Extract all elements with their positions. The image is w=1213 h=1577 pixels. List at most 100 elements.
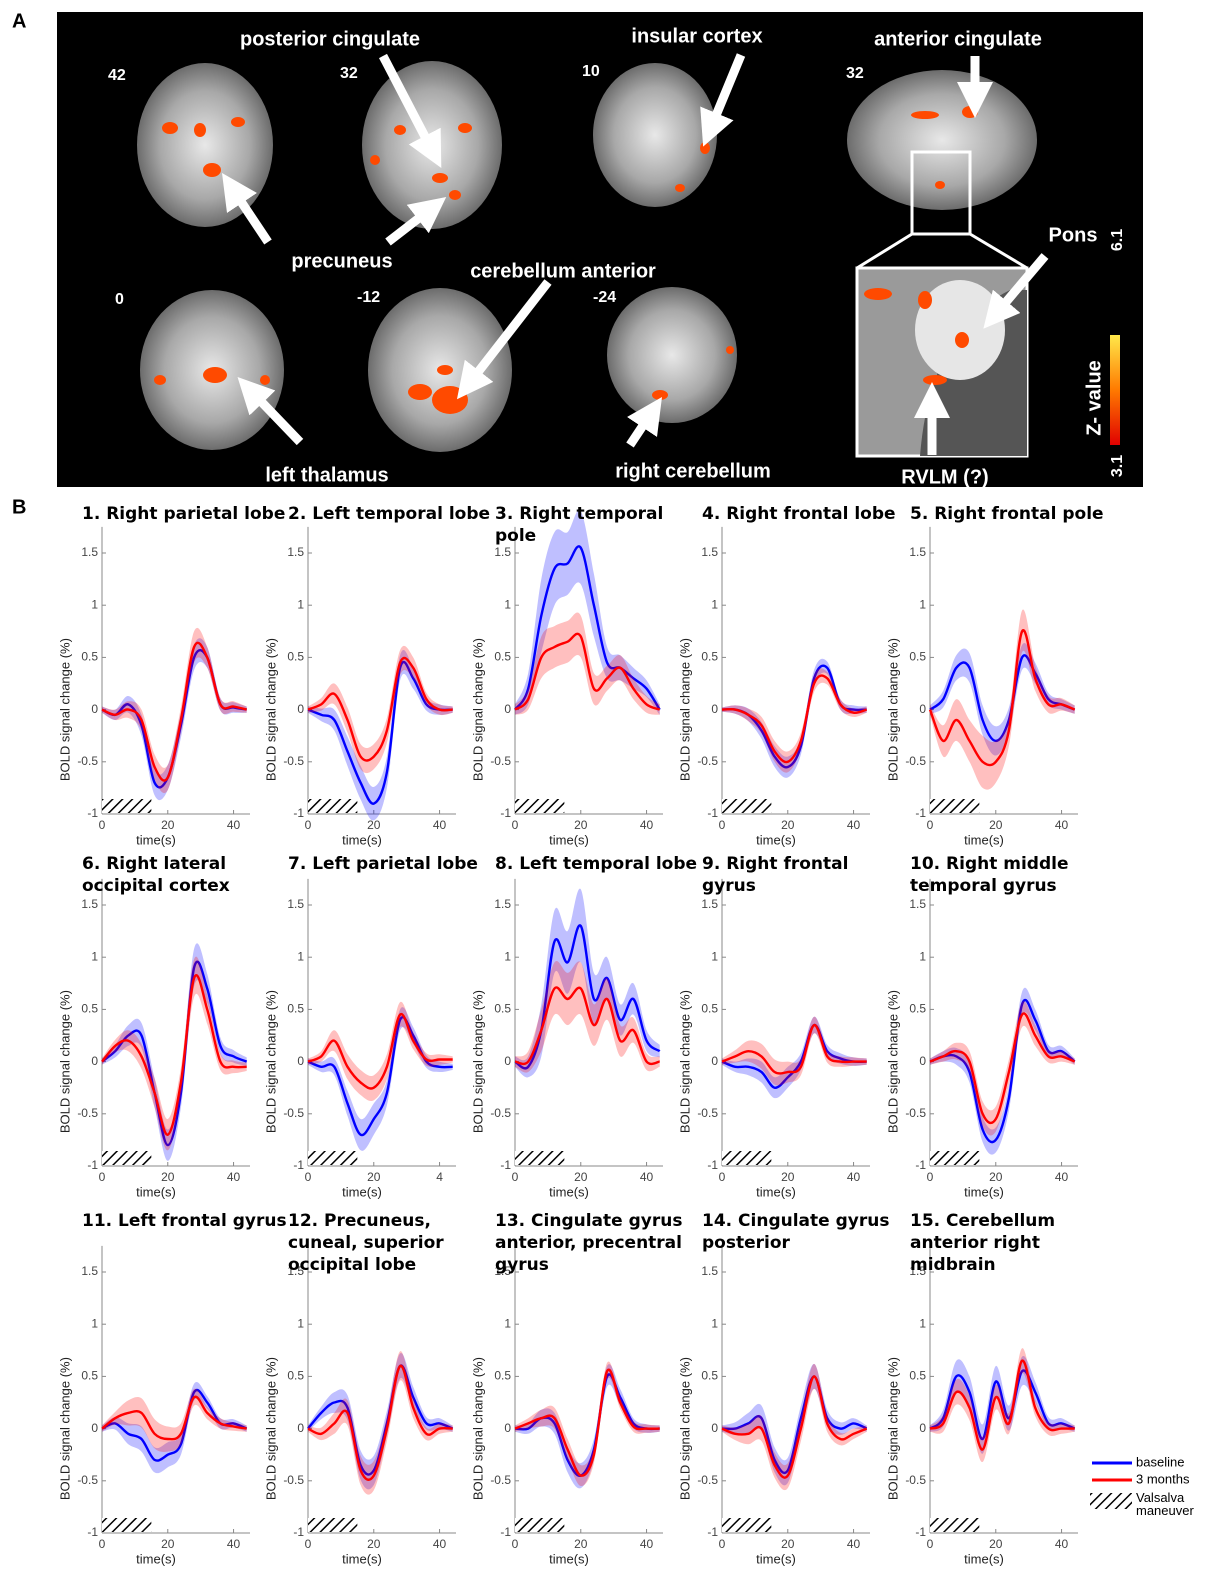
y-tick-label: 0 bbox=[504, 1421, 511, 1435]
y-axis-label: BOLD signal change (%) bbox=[470, 1357, 485, 1500]
x-tick-label: 4 bbox=[436, 1170, 443, 1184]
chart: -1-0.500.511.502040time(s)BOLD signal ch… bbox=[885, 879, 1078, 1200]
slice-number: 32 bbox=[846, 65, 864, 82]
x-axis-label: time(s) bbox=[136, 1184, 176, 1199]
x-tick-label: 20 bbox=[161, 1537, 175, 1551]
region-label: insular cortex bbox=[631, 25, 762, 47]
y-tick-label: 0.5 bbox=[81, 1002, 98, 1016]
y-tick-label: -0.5 bbox=[490, 1106, 511, 1120]
x-tick-label: 40 bbox=[227, 1537, 241, 1551]
x-axis-label: time(s) bbox=[756, 1184, 796, 1199]
y-tick-label: -0.5 bbox=[697, 1106, 718, 1120]
valsalva-period bbox=[515, 799, 564, 813]
legend-swatch bbox=[1090, 1493, 1132, 1509]
legend-label: Valsalva maneuver bbox=[1136, 1491, 1206, 1517]
chart: -1-0.500.511.502040time(s)BOLD signal ch… bbox=[470, 1246, 663, 1567]
x-axis-label: time(s) bbox=[342, 832, 382, 847]
y-axis-label: BOLD signal change (%) bbox=[677, 638, 692, 781]
chart: -1-0.500.511.502040time(s)BOLD signal ch… bbox=[885, 1246, 1078, 1567]
valsalva-period bbox=[930, 799, 979, 813]
slice-number: -12 bbox=[357, 289, 380, 306]
y-tick-label: 0 bbox=[91, 1421, 98, 1435]
x-tick-label: 20 bbox=[781, 818, 795, 832]
y-tick-label: -1 bbox=[707, 1158, 718, 1172]
y-tick-label: 0.5 bbox=[909, 1369, 926, 1383]
valsalva-period bbox=[722, 1518, 771, 1532]
y-tick-label: -0.5 bbox=[490, 1473, 511, 1487]
x-axis-label: time(s) bbox=[964, 1551, 1004, 1566]
y-tick-label: -1 bbox=[293, 1158, 304, 1172]
colorbar-label: Z- value bbox=[1083, 360, 1105, 436]
x-tick-label: 20 bbox=[574, 1170, 588, 1184]
y-tick-label: -1 bbox=[500, 1158, 511, 1172]
y-tick-label: 1 bbox=[711, 949, 718, 963]
x-axis-label: time(s) bbox=[549, 1551, 589, 1566]
y-axis-label: BOLD signal change (%) bbox=[263, 990, 278, 1133]
y-tick-label: 0.5 bbox=[287, 1002, 304, 1016]
chart-title: 14. Cingulate gyrus posterior bbox=[702, 1210, 907, 1254]
x-axis-label: time(s) bbox=[756, 1551, 796, 1566]
y-tick-label: -1 bbox=[87, 1158, 98, 1172]
x-tick-label: 40 bbox=[640, 1537, 654, 1551]
y-tick-label: 0.5 bbox=[909, 1002, 926, 1016]
chart-title: 5. Right frontal pole bbox=[910, 503, 1115, 525]
x-tick-label: 0 bbox=[305, 1170, 312, 1184]
panel-label: B bbox=[12, 496, 26, 518]
valsalva-period bbox=[722, 799, 771, 813]
x-tick-label: 20 bbox=[574, 818, 588, 832]
region-label: RVLM (?) bbox=[901, 466, 988, 488]
y-tick-label: 0.5 bbox=[287, 1369, 304, 1383]
y-tick-label: -0.5 bbox=[77, 1106, 98, 1120]
y-tick-label: 0 bbox=[919, 702, 926, 716]
y-axis-label: BOLD signal change (%) bbox=[263, 638, 278, 781]
y-tick-label: -0.5 bbox=[77, 1473, 98, 1487]
y-tick-label: 0 bbox=[919, 1054, 926, 1068]
x-tick-label: 40 bbox=[1055, 1537, 1069, 1551]
y-tick-label: 0 bbox=[297, 1421, 304, 1435]
y-tick-label: 1 bbox=[504, 597, 511, 611]
y-tick-label: -0.5 bbox=[283, 754, 304, 768]
figure: A 42 32 10 32 0 -12 -24 posterior cing bbox=[0, 0, 1213, 1577]
x-tick-label: 0 bbox=[719, 1537, 726, 1551]
y-tick-label: 1 bbox=[504, 1316, 511, 1330]
y-tick-label: 1.5 bbox=[81, 897, 98, 911]
y-tick-label: 1 bbox=[504, 949, 511, 963]
chart-title: 10. Right middle temporal gyrus bbox=[910, 853, 1115, 897]
colorbar bbox=[1110, 335, 1120, 445]
y-axis-label: BOLD signal change (%) bbox=[677, 990, 692, 1133]
x-tick-label: 20 bbox=[989, 1170, 1003, 1184]
x-tick-label: 20 bbox=[367, 818, 381, 832]
chart: -1-0.500.511.502040time(s)BOLD signal ch… bbox=[57, 879, 250, 1200]
chart-title: 4. Right frontal lobe bbox=[702, 503, 907, 525]
y-tick-label: 1.5 bbox=[494, 897, 511, 911]
y-tick-label: 0.5 bbox=[701, 1002, 718, 1016]
brain-slice bbox=[847, 70, 1037, 210]
x-tick-label: 0 bbox=[512, 818, 519, 832]
chart: -1-0.500.511.502040time(s)BOLD signal ch… bbox=[885, 527, 1078, 848]
x-tick-label: 40 bbox=[1055, 818, 1069, 832]
y-axis-label: BOLD signal change (%) bbox=[57, 638, 72, 781]
y-tick-label: 1.5 bbox=[287, 897, 304, 911]
chart-title: 3. Right temporal pole bbox=[495, 503, 700, 547]
y-tick-label: 1 bbox=[297, 949, 304, 963]
x-tick-label: 40 bbox=[847, 1170, 861, 1184]
region-label: left thalamus bbox=[265, 464, 388, 486]
y-tick-label: 1.5 bbox=[909, 545, 926, 559]
x-axis-label: time(s) bbox=[549, 832, 589, 847]
x-tick-label: 0 bbox=[305, 818, 312, 832]
x-tick-label: 0 bbox=[99, 1537, 106, 1551]
y-tick-label: 0.5 bbox=[494, 1369, 511, 1383]
y-tick-label: 0.5 bbox=[701, 650, 718, 664]
region-label: cerebellum anterior bbox=[470, 260, 656, 282]
x-axis-label: time(s) bbox=[964, 1184, 1004, 1199]
valsalva-period bbox=[930, 1151, 979, 1165]
y-tick-label: 1.5 bbox=[494, 545, 511, 559]
y-tick-label: 1 bbox=[711, 597, 718, 611]
slice-number: 10 bbox=[582, 63, 600, 80]
x-tick-label: 0 bbox=[512, 1170, 519, 1184]
y-tick-label: -0.5 bbox=[905, 1106, 926, 1120]
y-tick-label: -1 bbox=[293, 806, 304, 820]
y-tick-label: 0 bbox=[91, 702, 98, 716]
slice-number: 42 bbox=[108, 67, 126, 84]
